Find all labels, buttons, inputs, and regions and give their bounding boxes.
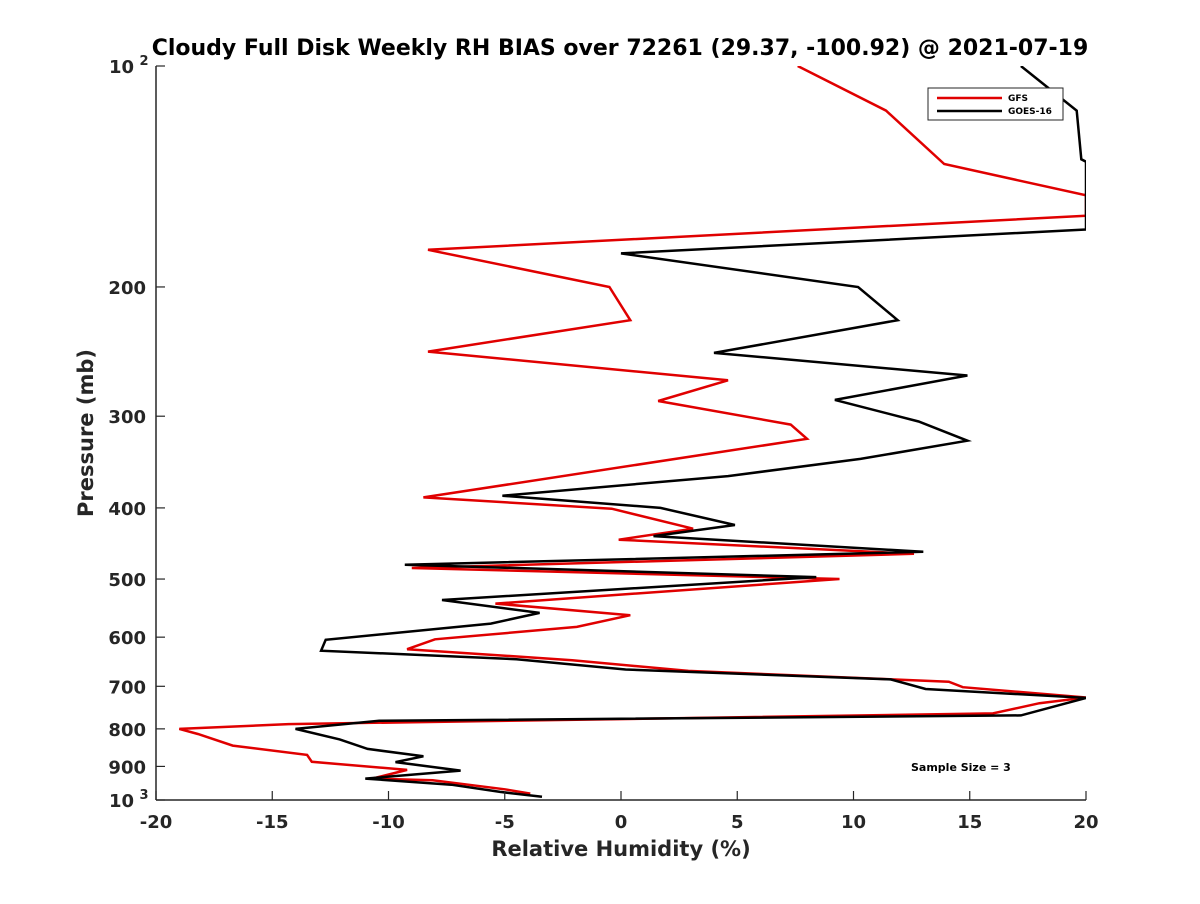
sample-size-annotation: Sample Size = 3 (911, 761, 1011, 774)
series-line-goes-16 (295, 66, 1086, 799)
series-layer (178, 66, 1086, 799)
x-tick-label: -20 (140, 812, 173, 833)
y-tick-exponent: 3 (139, 788, 148, 803)
y-axis-ticks: 10 2 200 300 400 500 600 700 800 900 10 3 (108, 54, 165, 812)
chart-title: Cloudy Full Disk Weekly RH BIAS over 722… (152, 36, 1089, 61)
y-tick-label: 900 (108, 757, 146, 778)
x-tick-label: 5 (731, 812, 744, 833)
x-tick-label: -15 (256, 812, 289, 833)
x-tick-label: -10 (372, 812, 405, 833)
y-tick-label: 200 (108, 278, 146, 299)
y-tick-label: 800 (108, 720, 146, 741)
y-tick-label: 500 (108, 570, 146, 591)
x-tick-label: 0 (615, 812, 628, 833)
legend: GFS GOES-16 (927, 87, 1064, 121)
y-tick-label: 600 (108, 628, 146, 649)
y-tick-label: 10 (109, 791, 134, 812)
y-tick-label: 10 (109, 57, 134, 78)
x-axis-ticks: -20 -15 -10 -5 0 5 10 15 20 (140, 791, 1099, 833)
x-axis-label: Relative Humidity (%) (491, 837, 750, 861)
y-tick-label: 400 (108, 499, 146, 520)
y-tick-label: 700 (108, 677, 146, 698)
y-axis-label: Pressure (mb) (74, 349, 98, 517)
x-tick-label: 15 (957, 812, 982, 833)
legend-label-gfs: GFS (1008, 94, 1028, 104)
x-tick-label: -5 (495, 812, 515, 833)
legend-items: GFS GOES-16 (937, 94, 1052, 117)
x-tick-label: 20 (1073, 812, 1098, 833)
series-line-gfs (178, 66, 1086, 795)
legend-box (927, 87, 1064, 121)
plot-area (156, 66, 1086, 800)
legend-label-goes-16: GOES-16 (1008, 107, 1052, 117)
y-tick-label: 300 (108, 407, 146, 428)
y-tick-exponent: 2 (139, 54, 148, 69)
x-tick-label: 10 (841, 812, 866, 833)
